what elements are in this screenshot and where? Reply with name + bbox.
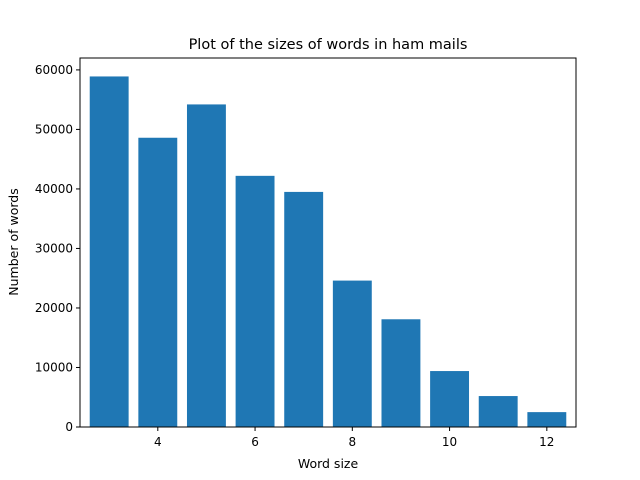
y-tick-label: 20000 [35, 301, 73, 315]
bar-word-size-4 [138, 137, 178, 427]
bar-word-size-9 [381, 319, 421, 427]
plot-area-frame [79, 57, 577, 428]
y-tick-label: 30000 [35, 241, 73, 255]
x-axis-label: Word size [298, 456, 359, 471]
x-tick-label: 8 [348, 435, 356, 449]
axes-layer: 4 6 8 10 12 0 10000 20000 30000 40000 50000 60000 [35, 63, 555, 449]
y-tick-label: 60000 [35, 63, 73, 77]
bar-word-size-11 [478, 396, 518, 427]
bar-word-size-6 [235, 175, 275, 427]
bar-word-size-8 [332, 280, 372, 427]
x-tick-label: 6 [251, 435, 259, 449]
y-tick-label: 0 [65, 420, 73, 434]
bar-word-size-3 [89, 76, 129, 427]
x-tick-label: 4 [154, 435, 162, 449]
x-tick-label: 10 [442, 435, 457, 449]
chart-title: Plot of the sizes of words in ham mails [189, 37, 468, 53]
bars-layer [89, 76, 567, 427]
y-tick-label: 10000 [35, 360, 73, 374]
bar-word-size-5 [186, 104, 226, 427]
y-tick-label: 50000 [35, 122, 73, 136]
y-tick-label: 40000 [35, 182, 73, 196]
y-axis-label: Number of words [6, 188, 21, 295]
bar-word-size-12 [527, 412, 567, 427]
bar-word-size-10 [430, 371, 470, 427]
bar-word-size-7 [284, 191, 324, 427]
x-tick-label: 12 [539, 435, 554, 449]
